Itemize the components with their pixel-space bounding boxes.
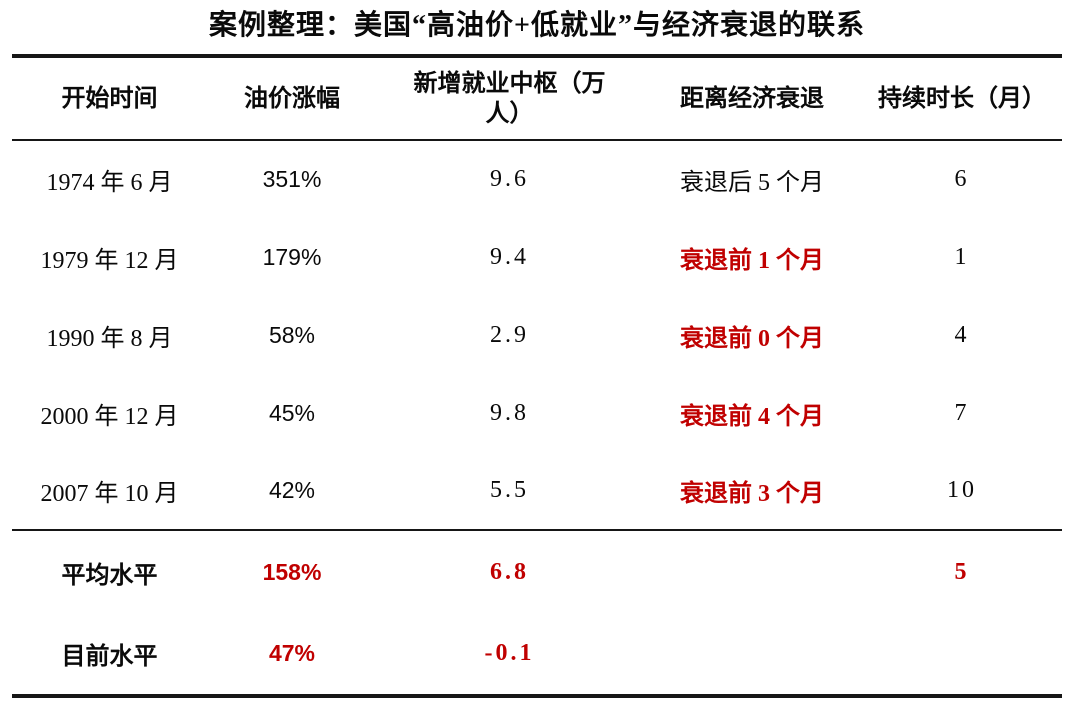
- cell-oil-gain: 42%: [268, 477, 316, 503]
- summary-row-current: 目前水平 47% -0.1: [12, 613, 1062, 696]
- column-header-recession-gap: 距离经济衰退: [680, 85, 824, 112]
- cell-oil-gain: 351%: [262, 166, 322, 192]
- table-header: 开始时间 油价涨幅 新增就业中枢（万 人） 距离经济衰退 持续时长（月）: [12, 56, 1062, 140]
- summary-row-average: 平均水平 158% 6.8 5: [12, 530, 1062, 613]
- table-row: 1990 年 8 月 58% 2.9 衰退前 0 个月 4: [12, 296, 1062, 374]
- cell-start-time: 2007 年 10 月: [40, 481, 179, 507]
- column-header-oil-price-gain: 油价涨幅: [244, 85, 340, 112]
- case-table: 开始时间 油价涨幅 新增就业中枢（万 人） 距离经济衰退 持续时长（月） 197…: [12, 54, 1062, 698]
- cell-oil-gain: 179%: [262, 243, 322, 270]
- cell-recession-gap: 衰退前 4 个月: [680, 403, 824, 430]
- column-header-start-time: 开始时间: [61, 85, 158, 112]
- cell-recession-gap: 衰退前 0 个月: [680, 325, 824, 352]
- cell-new-jobs: 6.8: [490, 558, 529, 585]
- cell-oil-gain: 58%: [268, 321, 316, 348]
- cell-recession-gap: 衰退前 1 个月: [680, 247, 824, 274]
- table-summary: 平均水平 158% 6.8 5 目前水平 47% -0.1: [12, 530, 1062, 696]
- cell-recession-gap: [642, 530, 862, 613]
- cell-oil-gain: 158%: [262, 558, 322, 585]
- cell-duration: [862, 613, 1062, 696]
- cell-oil-gain: 47%: [268, 640, 316, 666]
- page-title: 案例整理：美国“高油价+低就业”与经济衰退的联系: [209, 10, 865, 41]
- cell-recession-gap: 衰退前 3 个月: [680, 481, 824, 507]
- cell-new-jobs: 9.4: [490, 243, 529, 270]
- header-row: 开始时间 油价涨幅 新增就业中枢（万 人） 距离经济衰退 持续时长（月）: [12, 56, 1062, 140]
- cell-duration: 4: [954, 321, 970, 348]
- table-row: 2000 年 12 月 45% 9.8 衰退前 4 个月 7: [12, 374, 1062, 452]
- cell-start-time: 1990 年 8 月: [46, 325, 173, 352]
- cell-duration: 1: [954, 243, 970, 270]
- column-header-duration: 持续时长（月）: [878, 85, 1046, 112]
- cell-summary-label: 目前水平: [61, 644, 158, 670]
- cell-new-jobs: 5.5: [490, 477, 529, 503]
- cell-start-time: 2000 年 12 月: [40, 403, 179, 430]
- table-row: 1979 年 12 月 179% 9.4 衰退前 1 个月 1: [12, 218, 1062, 296]
- cell-recession-gap: 衰退后 5 个月: [680, 170, 824, 196]
- cell-new-jobs: 9.8: [490, 399, 529, 426]
- cell-new-jobs: 2.9: [490, 321, 529, 348]
- cell-summary-label: 平均水平: [61, 562, 158, 589]
- cell-duration: 5: [954, 558, 970, 585]
- table-body: 1974 年 6 月 351% 9.6 衰退后 5 个月 6 1979 年 12…: [12, 140, 1062, 530]
- cell-new-jobs: 9.6: [490, 166, 529, 192]
- cell-duration: 6: [954, 166, 970, 192]
- cell-duration: 10: [947, 477, 977, 503]
- cell-duration: 7: [954, 399, 970, 426]
- table-row: 2007 年 10 月 42% 5.5 衰退前 3 个月 10: [12, 452, 1062, 530]
- table-row: 1974 年 6 月 351% 9.6 衰退后 5 个月 6: [12, 140, 1062, 218]
- cell-start-time: 1979 年 12 月: [40, 247, 179, 274]
- cell-new-jobs: -0.1: [484, 640, 535, 666]
- column-header-new-jobs: 新增就业中枢（万 人）: [413, 70, 606, 127]
- cell-recession-gap: [642, 613, 862, 696]
- cell-start-time: 1974 年 6 月: [46, 170, 173, 196]
- cell-oil-gain: 45%: [268, 399, 316, 426]
